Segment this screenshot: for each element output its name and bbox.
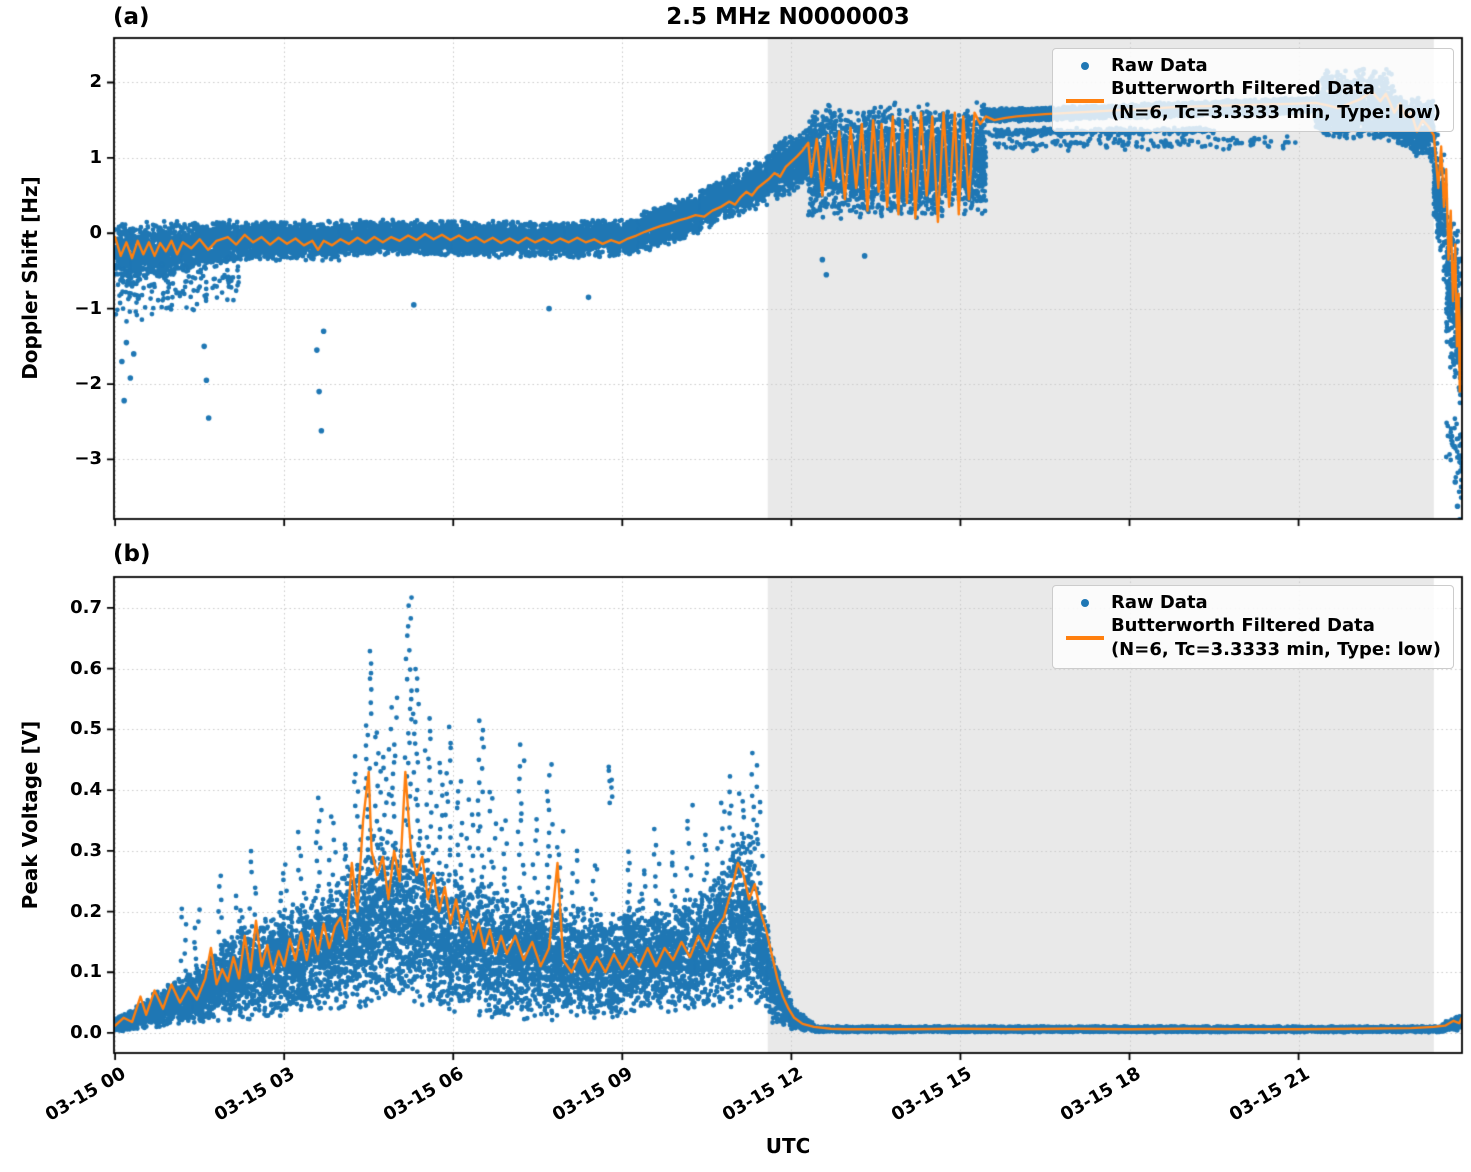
x-axis-label: UTC <box>765 1134 811 1158</box>
raw-data-marker-icon <box>1059 61 1111 70</box>
y-tick-label: 0.4 <box>70 779 102 801</box>
panel-a-label: (a) <box>113 4 150 30</box>
y-tick-label: −1 <box>74 297 102 319</box>
y-tick-label: 0.7 <box>70 596 102 618</box>
legend-b-filtered-line1: Butterworth Filtered Data <box>1110 615 1375 637</box>
panel-b-label: (b) <box>113 541 151 567</box>
x-tick-label: 03-15 03 <box>211 1063 299 1126</box>
x-tick-label: 03-15 18 <box>1056 1063 1145 1126</box>
x-tick-label: 03-15 09 <box>549 1063 637 1126</box>
y-tick-label: 0.0 <box>70 1021 102 1043</box>
x-tick-label: 03-15 15 <box>887 1063 975 1126</box>
legend-a-filtered-label: Butterworth Filtered Data (N=6, Tc=3.333… <box>1111 77 1441 124</box>
legend-b-raw-label: Raw Data <box>1110 592 1208 613</box>
legend-b-raw-row: Raw Data <box>1059 591 1441 614</box>
chart-title: 2.5 MHz N0000003 <box>666 4 910 30</box>
y-tick-label: 2 <box>89 71 102 93</box>
x-tick-label: 03-15 00 <box>42 1063 130 1126</box>
y-tick-label: −2 <box>74 373 102 395</box>
y-axis-label-b: Peak Voltage [V] <box>18 720 42 910</box>
filtered-line-marker-icon <box>1059 636 1111 640</box>
y-tick-label: 0.6 <box>70 657 102 679</box>
y-tick-label: 0 <box>89 222 102 244</box>
y-axis-label-a: Doppler Shift [Hz] <box>18 176 42 380</box>
legend-b-filtered-row: Butterworth Filtered Data (N=6, Tc=3.333… <box>1059 614 1441 661</box>
legend-a: Raw Data Butterworth Filtered Data (N=6,… <box>1051 48 1454 133</box>
x-tick-label: 03-15 21 <box>1225 1063 1314 1126</box>
legend-b: Raw Data Butterworth Filtered Data (N=6,… <box>1051 585 1454 670</box>
y-tick-label: 0.5 <box>70 718 102 740</box>
legend-a-filtered-line2: (N=6, Tc=3.3333 min, Type: low) <box>1110 101 1441 123</box>
x-tick-label: 03-15 06 <box>380 1063 468 1126</box>
legend-b-filtered-label: Butterworth Filtered Data (N=6, Tc=3.333… <box>1111 614 1441 661</box>
y-tick-label: 0.1 <box>70 961 102 983</box>
legend-a-raw-row: Raw Data <box>1059 54 1441 77</box>
legend-b-filtered-line2: (N=6, Tc=3.3333 min, Type: low) <box>1110 638 1441 660</box>
raw-data-marker-icon <box>1059 598 1111 607</box>
y-tick-label: 0.2 <box>70 900 102 922</box>
y-tick-label: −3 <box>74 448 102 470</box>
x-tick-label: 03-15 12 <box>718 1063 806 1126</box>
y-tick-label: 1 <box>89 146 102 168</box>
legend-a-raw-label: Raw Data <box>1110 55 1208 76</box>
filtered-line-marker-icon <box>1059 99 1111 103</box>
legend-a-filtered-line1: Butterworth Filtered Data <box>1110 78 1375 100</box>
legend-a-filtered-row: Butterworth Filtered Data (N=6, Tc=3.333… <box>1059 77 1441 124</box>
y-tick-label: 0.3 <box>70 839 102 861</box>
